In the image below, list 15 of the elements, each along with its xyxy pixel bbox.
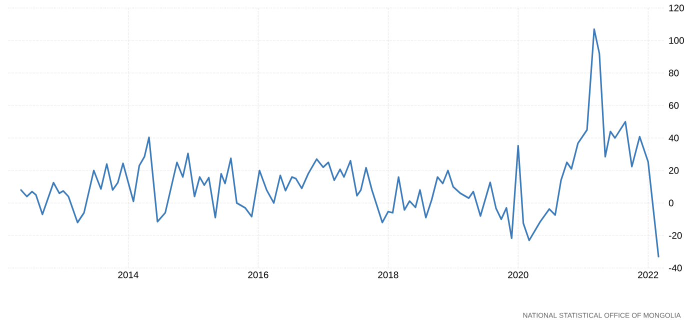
y-tick-label: 0	[668, 200, 674, 206]
line-series	[20, 28, 660, 258]
y-tick-label: 60	[669, 102, 679, 109]
y-tick-label: -20	[668, 232, 682, 239]
y-tick-label: 120	[669, 4, 684, 12]
x-tick-label: 2020	[508, 272, 528, 278]
x-tick-label: 2014	[118, 272, 138, 278]
y-tick-label: 20	[668, 167, 679, 174]
x-tick-label: 2016	[248, 272, 268, 278]
y-tick-label: -40	[668, 264, 682, 272]
y-tick-label: 80	[668, 70, 679, 76]
x-tick-label: 2018	[378, 272, 398, 278]
y-tick-label: 40	[668, 134, 679, 142]
x-tick-label: 2022	[638, 272, 658, 278]
y-tick-label: 100	[669, 37, 684, 44]
